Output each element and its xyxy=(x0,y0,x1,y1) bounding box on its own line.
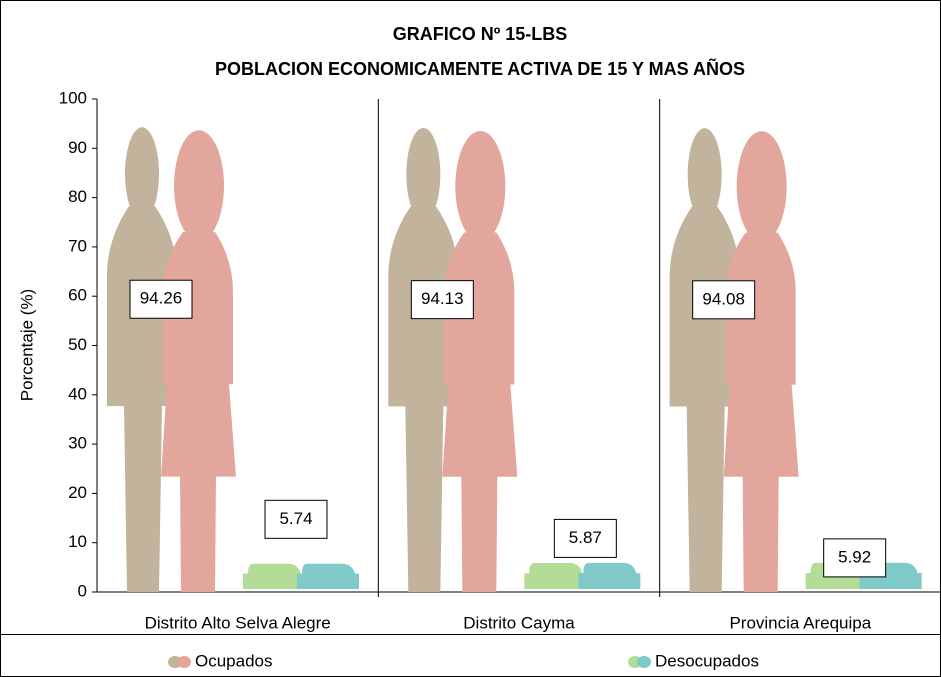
legend-icon xyxy=(168,656,191,668)
data-label: 94.26 xyxy=(140,289,183,308)
legend-label: Ocupados xyxy=(195,651,273,670)
y-tick-label: 20 xyxy=(68,483,87,502)
y-tick-label: 10 xyxy=(68,532,87,551)
chart-subtitle: POBLACION ECONOMICAMENTE ACTIVA DE 15 Y … xyxy=(215,58,745,79)
y-tick-label: 80 xyxy=(68,187,87,206)
woman-head xyxy=(737,131,787,242)
legend-label: Desocupados xyxy=(655,651,759,670)
y-tick-label: 100 xyxy=(59,88,87,107)
car-shape xyxy=(297,564,359,589)
data-label: 94.13 xyxy=(421,289,464,308)
y-tick-label: 40 xyxy=(68,384,87,403)
y-tick-label: 70 xyxy=(68,236,87,255)
car-shape xyxy=(243,564,305,589)
chart: GRAFICO Nº 15-LBS POBLACION ECONOMICAMEN… xyxy=(0,0,941,677)
y-tick-label: 0 xyxy=(78,581,87,600)
data-label: 5.87 xyxy=(569,528,602,547)
y-tick-label: 90 xyxy=(68,138,87,157)
x-tick-label: Distrito Alto Selva Alegre xyxy=(145,613,331,632)
x-tick-label: Provincia Arequipa xyxy=(729,613,871,632)
data-label: 5.74 xyxy=(279,509,312,528)
car-shape xyxy=(578,563,640,589)
data-label: 94.08 xyxy=(702,289,745,308)
x-tick-label: Distrito Cayma xyxy=(463,613,575,632)
y-axis-label: Porcentaje (%) xyxy=(17,289,36,401)
y-tick-label: 60 xyxy=(68,286,87,305)
data-label: 5.92 xyxy=(838,547,871,566)
legend-swatch xyxy=(637,656,651,668)
y-tick-label: 50 xyxy=(68,335,87,354)
chart-title: GRAFICO Nº 15-LBS xyxy=(393,24,568,44)
y-tick-label: 30 xyxy=(68,434,87,453)
woman-head xyxy=(174,130,224,241)
legend-icon xyxy=(628,656,651,668)
legend-swatch xyxy=(177,656,191,668)
woman-head xyxy=(455,131,505,242)
car-shape xyxy=(524,563,586,589)
